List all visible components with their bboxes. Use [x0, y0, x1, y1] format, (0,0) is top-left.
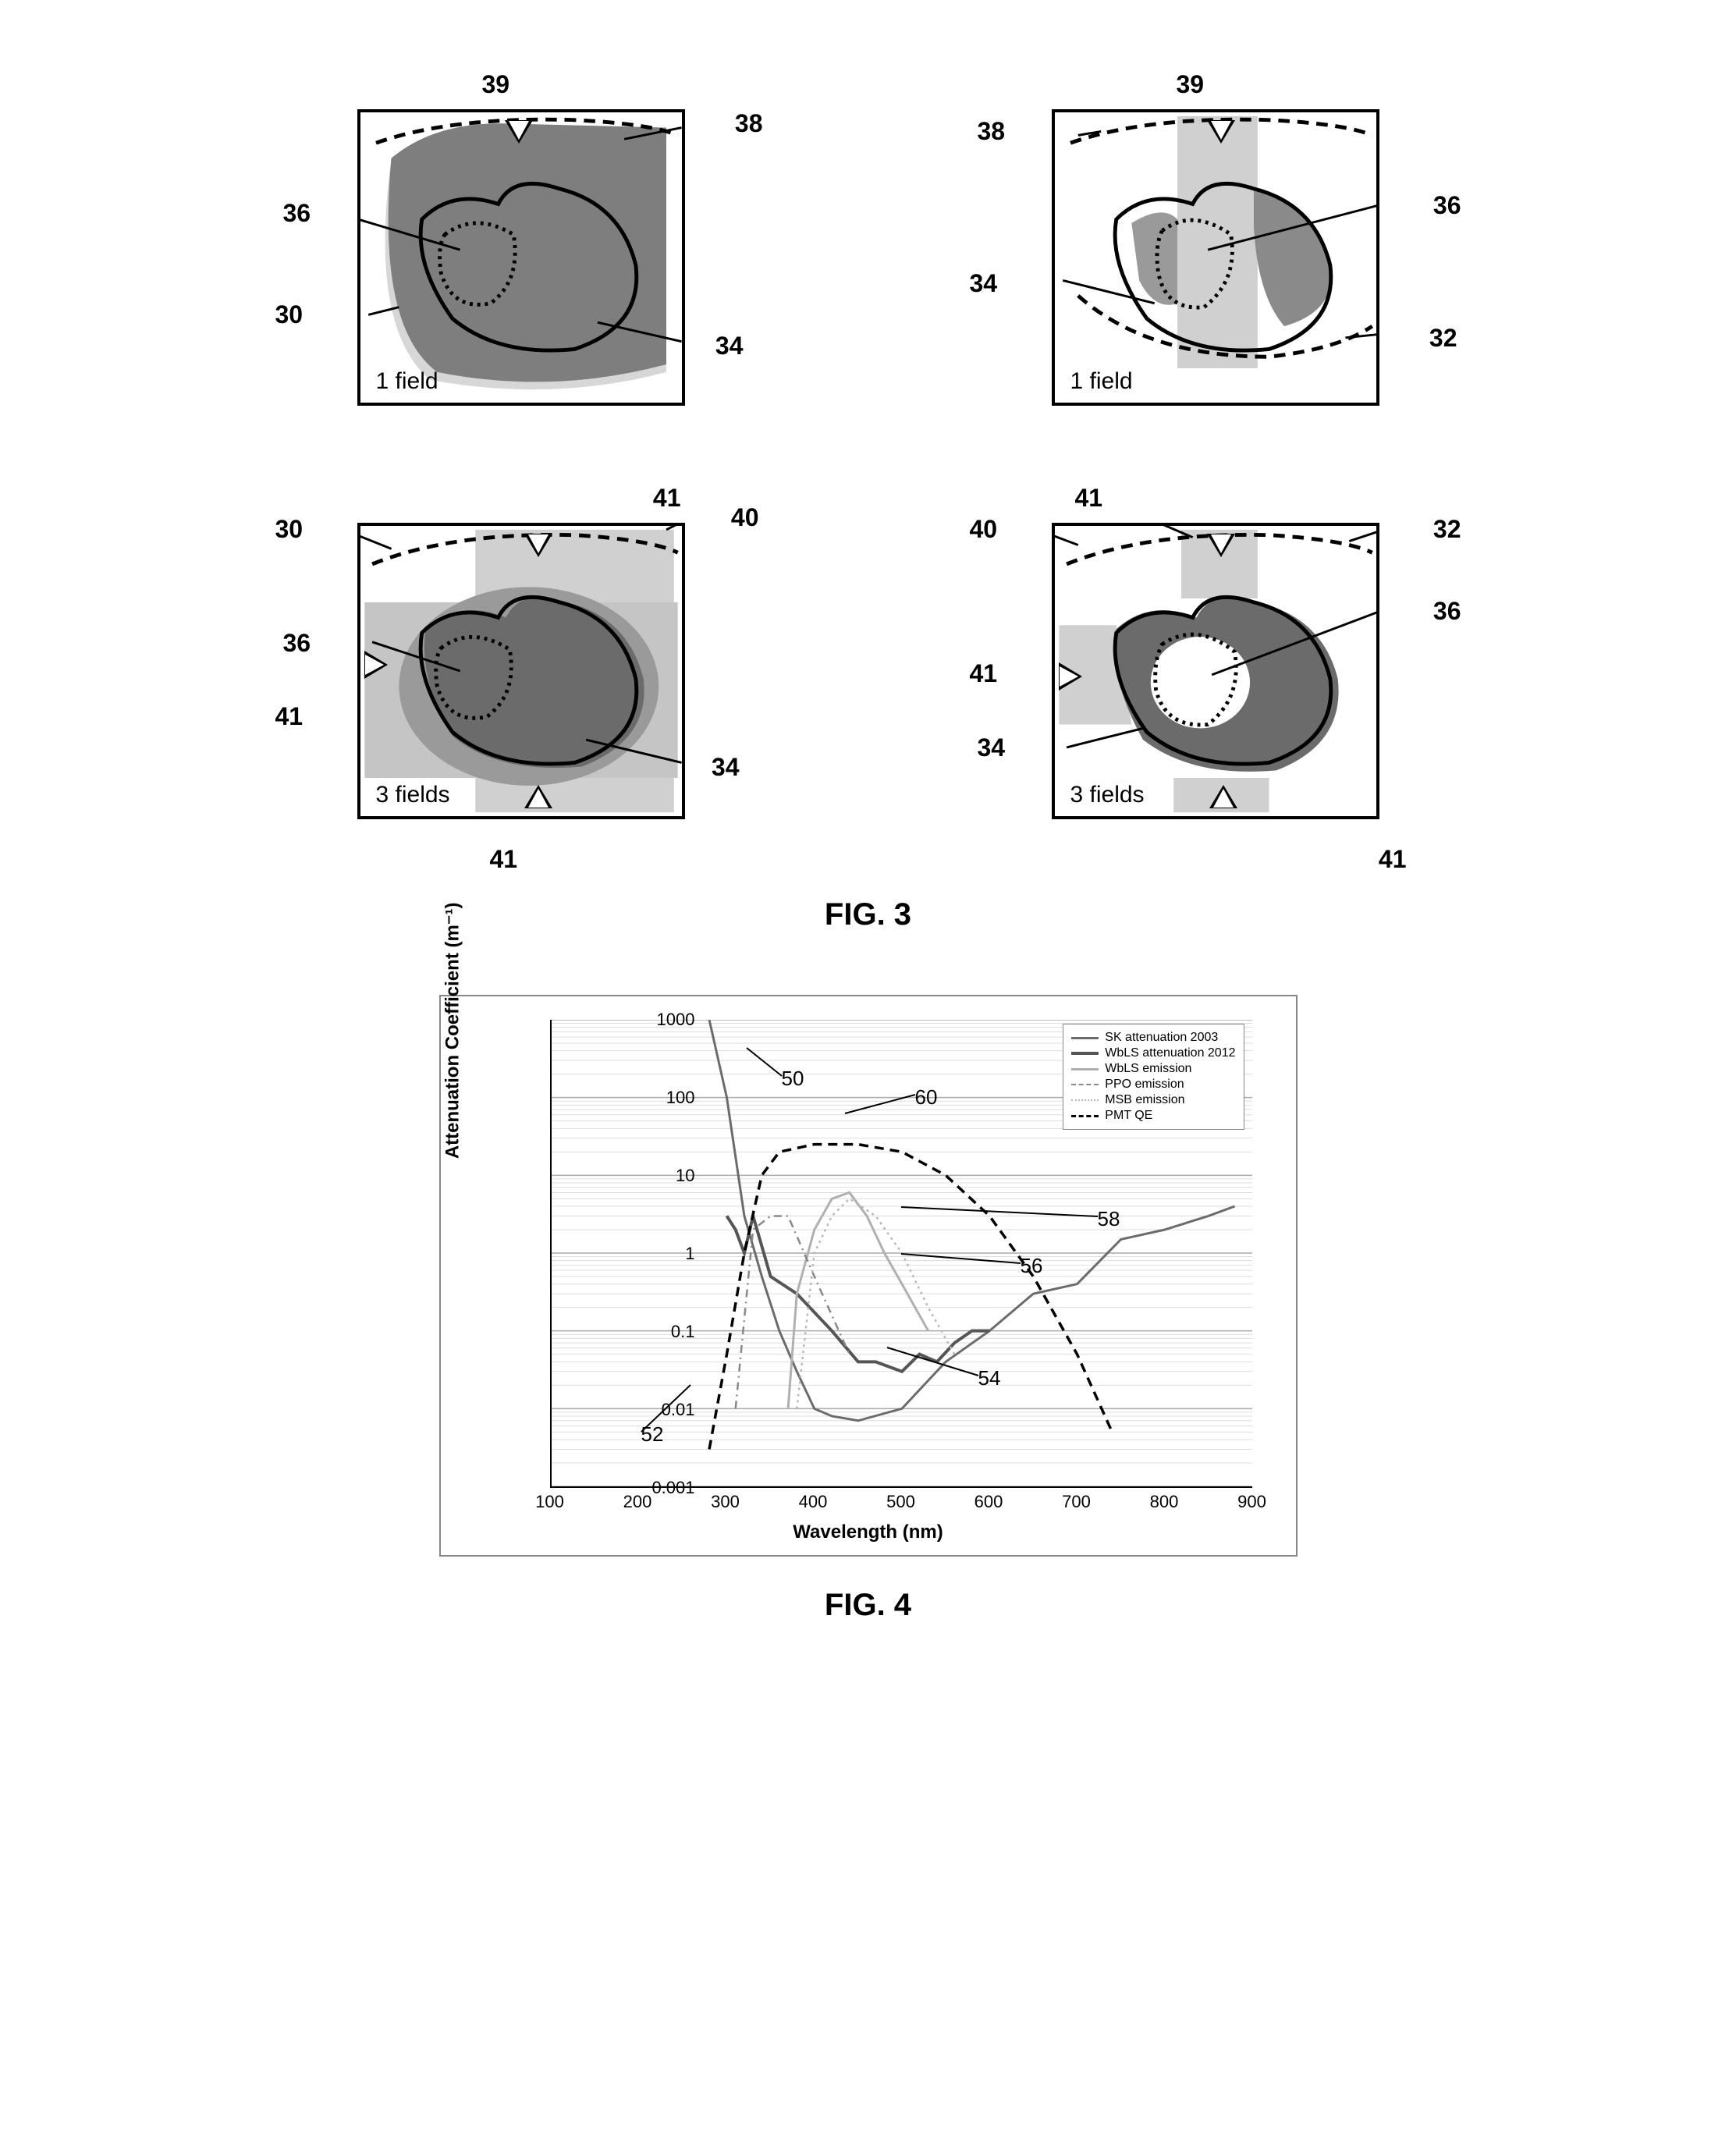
- x-tick-label: 900: [1229, 1492, 1276, 1512]
- label-38: 38: [978, 117, 1006, 146]
- y-tick-label: 0.1: [633, 1322, 695, 1342]
- y-tick-label: 1000: [633, 1010, 695, 1030]
- chart-legend: SK attenuation 2003 WbLS attenuation 201…: [1063, 1024, 1244, 1130]
- panel-svg: [1055, 112, 1376, 403]
- legend-label: MSB emission: [1105, 1093, 1184, 1107]
- legend-label: WbLS attenuation 2012: [1105, 1046, 1235, 1060]
- x-tick-label: 400: [790, 1492, 836, 1512]
- chart-annotation-54: 54: [978, 1366, 1001, 1390]
- x-tick-label: 100: [527, 1492, 573, 1512]
- label-39: 39: [1177, 70, 1205, 99]
- label-34: 34: [712, 753, 740, 782]
- y-tick-label: 100: [633, 1088, 695, 1108]
- legend-label: PPO emission: [1105, 1078, 1184, 1092]
- y-tick-label: 1: [633, 1244, 695, 1264]
- panel-1-field-left: 39 38 36 30 34: [287, 62, 755, 453]
- legend-item: WbLS emission: [1071, 1062, 1235, 1076]
- x-tick-label: 800: [1141, 1492, 1188, 1512]
- chart-annotation-58: 58: [1098, 1207, 1120, 1231]
- label-36: 36: [283, 629, 311, 658]
- field-label: 3 fields: [376, 782, 450, 808]
- label-34: 34: [715, 332, 744, 360]
- legend-item: WbLS attenuation 2012: [1071, 1046, 1235, 1060]
- label-38: 38: [735, 109, 763, 138]
- chart-x-axis-label: Wavelength (nm): [793, 1521, 943, 1543]
- label-32: 32: [1433, 515, 1461, 544]
- chart-annotation-52: 52: [641, 1422, 664, 1447]
- panel-svg: [360, 112, 682, 403]
- x-tick-label: 300: [702, 1492, 749, 1512]
- legend-item: MSB emission: [1071, 1093, 1235, 1107]
- figure-4-caption: FIG. 4: [156, 1588, 1580, 1623]
- legend-label: PMT QE: [1105, 1109, 1152, 1123]
- label-36: 36: [1433, 597, 1461, 626]
- figure-3: 39 38 36 30 34: [156, 62, 1580, 932]
- label-36: 36: [1433, 191, 1461, 220]
- label-39: 39: [482, 70, 510, 99]
- chart: SK attenuation 2003 WbLS attenuation 201…: [439, 995, 1298, 1557]
- legend-item: SK attenuation 2003: [1071, 1031, 1235, 1045]
- y-tick-label: 10: [633, 1166, 695, 1186]
- label-41: 41: [1379, 845, 1407, 874]
- label-40: 40: [731, 503, 759, 532]
- label-41: 41: [653, 484, 681, 513]
- legend-item: PPO emission: [1071, 1078, 1235, 1092]
- label-41: 41: [275, 702, 304, 731]
- arrow-icon: [524, 785, 552, 808]
- x-tick-label: 600: [965, 1492, 1012, 1512]
- arrow-icon: [1209, 785, 1237, 808]
- figure-4: SK attenuation 2003 WbLS attenuation 201…: [156, 995, 1580, 1623]
- panel-grid: 39 38 36 30 34: [244, 62, 1493, 866]
- field-label: 3 fields: [1070, 782, 1145, 808]
- label-34: 34: [978, 733, 1006, 762]
- arrow-icon: [505, 120, 533, 144]
- legend-item: PMT QE: [1071, 1109, 1235, 1123]
- legend-label: SK attenuation 2003: [1105, 1031, 1218, 1045]
- label-34: 34: [970, 269, 998, 298]
- figure-3-caption: FIG. 3: [156, 897, 1580, 932]
- label-36: 36: [283, 199, 311, 228]
- panel-3-fcall-left: 30 36 41 40 41 34 41: [287, 476, 755, 866]
- label-41: 41: [490, 845, 518, 874]
- label-30: 30: [275, 515, 304, 544]
- label-41: 41: [970, 659, 998, 688]
- panel-svg: [360, 526, 682, 816]
- arrow-icon: [1207, 120, 1235, 144]
- label-32: 32: [1429, 324, 1457, 353]
- panel-svg: [1055, 526, 1376, 816]
- x-tick-label: 500: [878, 1492, 925, 1512]
- y-tick-label: 0.01: [633, 1400, 695, 1420]
- chart-annotation-60: 60: [915, 1085, 938, 1110]
- label-30: 30: [275, 300, 304, 329]
- label-41: 41: [1075, 484, 1103, 513]
- label-40: 40: [970, 515, 998, 544]
- field-label: 1 field: [1070, 368, 1133, 395]
- chart-annotation-50: 50: [782, 1067, 804, 1091]
- field-label: 1 field: [376, 368, 438, 395]
- arrow-icon: [364, 651, 388, 679]
- chart-y-axis-label: Attenuation Coefficient (m⁻¹): [441, 903, 463, 1159]
- arrow-icon: [1207, 534, 1235, 557]
- chart-annotation-56: 56: [1021, 1254, 1043, 1278]
- arrow-icon: [524, 534, 552, 557]
- panel-1-field-right: 39 38 36 34 32: [982, 62, 1450, 453]
- x-tick-label: 700: [1053, 1492, 1100, 1512]
- x-tick-label: 200: [614, 1492, 661, 1512]
- arrow-icon: [1059, 662, 1082, 691]
- legend-label: WbLS emission: [1105, 1062, 1191, 1076]
- panel-3-fields-right: 41 40 32 36 41 34 41: [982, 476, 1450, 866]
